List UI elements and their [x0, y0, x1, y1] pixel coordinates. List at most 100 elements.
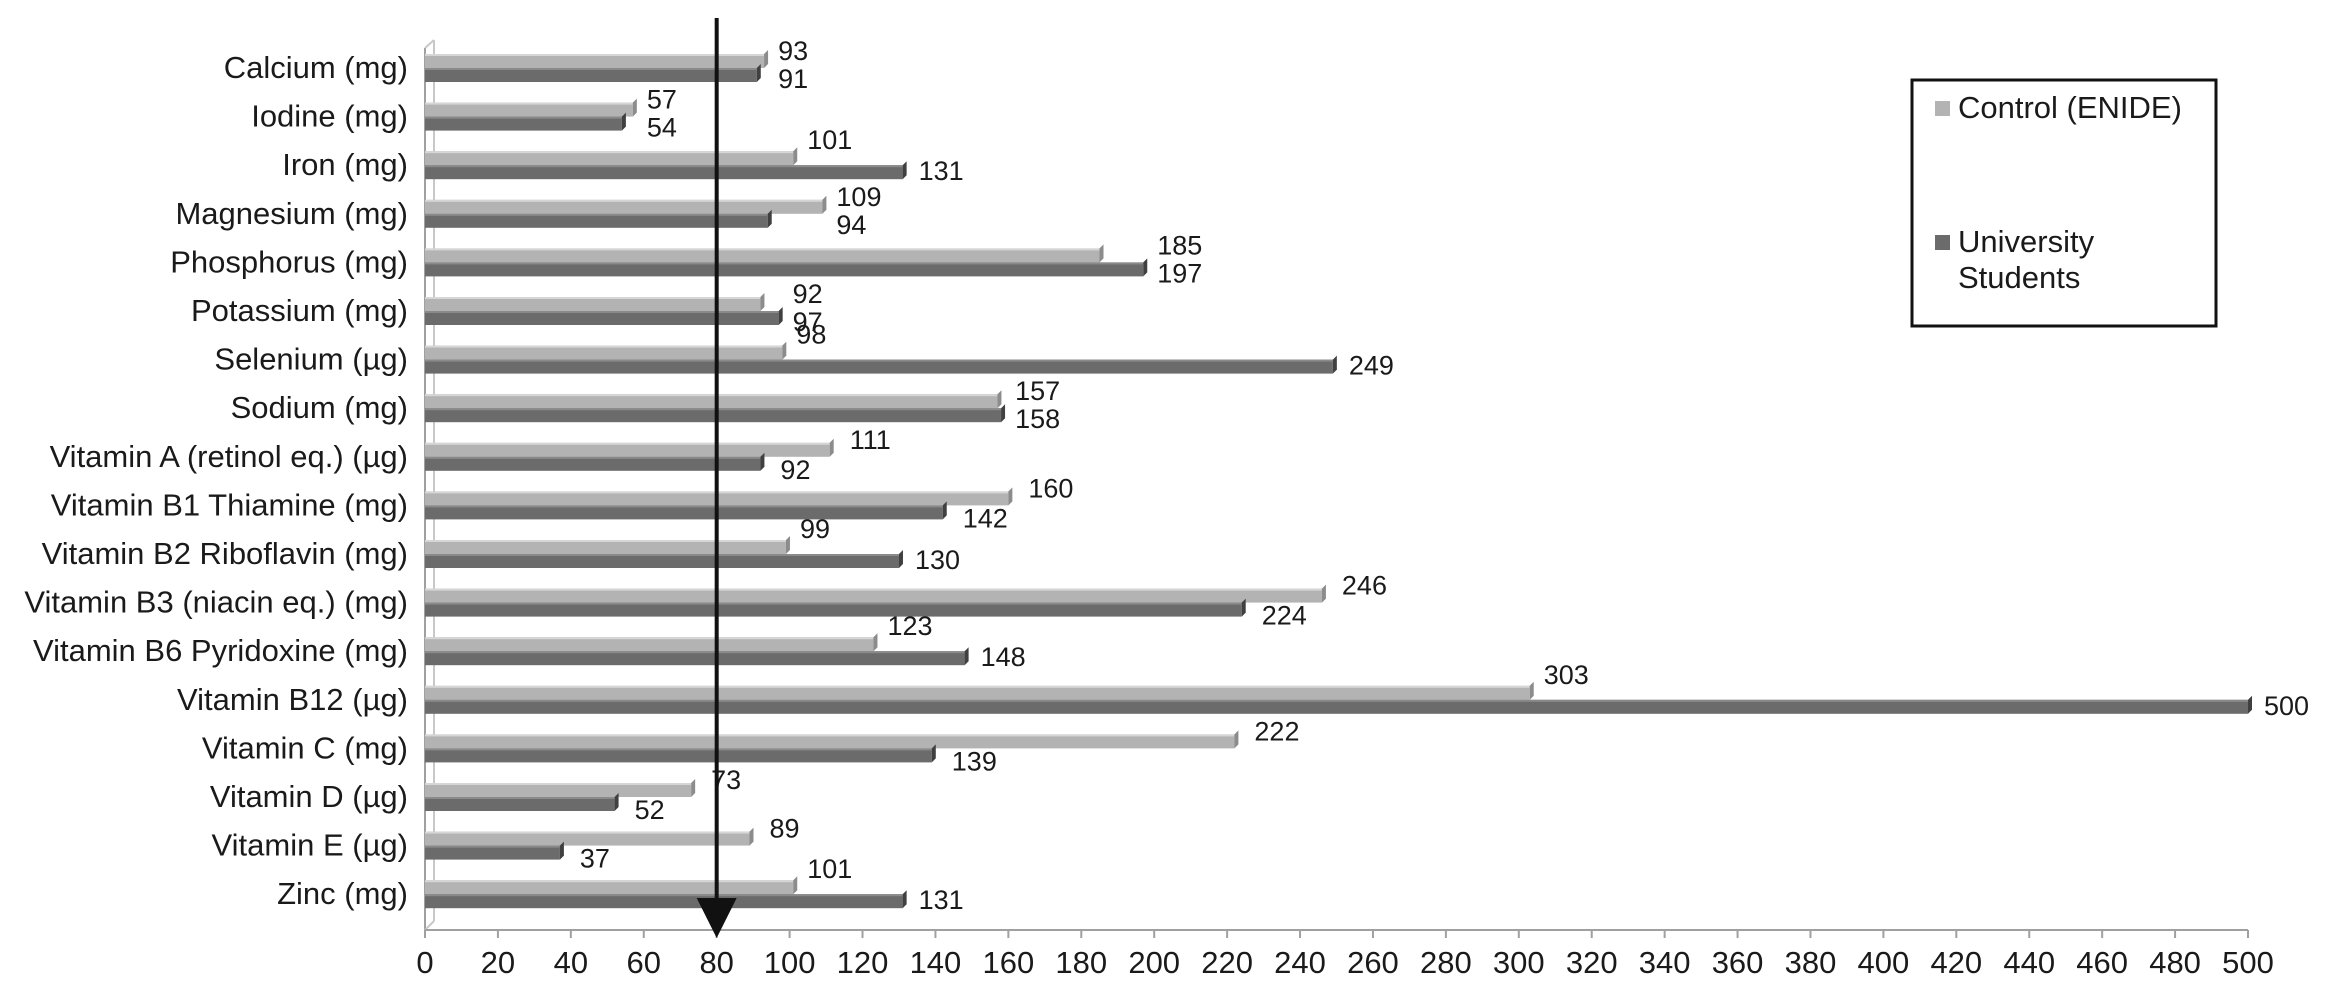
bar-face-students — [425, 797, 615, 811]
legend-box — [1910, 78, 2218, 328]
bar-cap-students — [964, 647, 969, 666]
category-label: Sodium (mg) — [231, 390, 408, 425]
bar-students — [425, 744, 936, 763]
category-label: Iodine (mg) — [251, 99, 408, 134]
bar-top-control — [425, 394, 998, 397]
bar-cap-students — [559, 841, 564, 860]
value-label-students: 131 — [919, 156, 964, 186]
value-label-control: 89 — [769, 814, 799, 844]
bar-students — [425, 793, 619, 811]
x-tick-label: 240 — [1274, 945, 1326, 980]
bar-cap-control — [873, 633, 878, 652]
category-label: Zinc (mg) — [277, 876, 408, 911]
bar-students — [425, 452, 765, 471]
bar-students — [425, 355, 1337, 374]
category-label: Potassium (mg) — [191, 293, 408, 328]
value-label-students: 148 — [981, 642, 1026, 672]
x-tick-label: 40 — [554, 945, 588, 980]
bar-top-control — [425, 442, 830, 445]
category-label: Selenium (µg) — [214, 342, 408, 377]
bar-cap-control — [749, 827, 754, 846]
bar-cap-control — [691, 779, 696, 797]
bar-top-students — [425, 554, 899, 556]
bar-top-students — [425, 894, 903, 897]
bar-top-control — [425, 685, 1530, 688]
value-label-students: 97 — [793, 307, 823, 337]
bar-cap-students — [1143, 258, 1148, 277]
bar-control — [425, 98, 637, 117]
bar-face-control — [425, 783, 692, 797]
category-label: Magnesium (mg) — [175, 196, 408, 231]
x-tick-label: 160 — [982, 945, 1034, 980]
bar-top-control — [425, 831, 750, 834]
bar-students — [425, 890, 907, 909]
x-tick-label: 420 — [1930, 945, 1982, 980]
category-label: Vitamin B2 Riboflavin (mg) — [42, 536, 408, 571]
bar-face-students — [425, 359, 1333, 374]
bar-students — [425, 598, 1246, 617]
bar-face-students — [425, 602, 1242, 617]
bar-face-control — [425, 880, 794, 895]
bar-face-control — [425, 685, 1530, 700]
bar-control — [425, 390, 1002, 409]
bar-top-students — [425, 68, 757, 70]
bar-control — [425, 195, 827, 214]
value-label-control: 98 — [796, 320, 826, 350]
bar-face-students — [425, 748, 932, 763]
bar-cap-control — [785, 536, 790, 554]
bar-control — [425, 633, 878, 652]
value-label-students: 94 — [836, 210, 866, 240]
bar-top-control — [425, 199, 823, 202]
bar-control — [425, 779, 696, 797]
x-tick-label: 500 — [2222, 945, 2274, 980]
bar-cap-control — [1234, 730, 1239, 749]
bar-face-students — [425, 845, 560, 860]
bar-control — [425, 876, 798, 895]
category-label: Iron (mg) — [282, 147, 408, 182]
bar-face-control — [425, 637, 874, 652]
bar-control — [425, 730, 1239, 749]
value-label-control: 93 — [778, 36, 808, 66]
bar-cap-control — [829, 438, 834, 457]
x-tick-label: 200 — [1128, 945, 1180, 980]
x-axis: 0 20 40 60 80 100 120 140 160 180 200 220 240 260 280 3… — [416, 930, 2274, 980]
bar-cap-students — [931, 744, 936, 763]
bar-control — [425, 681, 1534, 700]
bar-face-students — [425, 456, 761, 471]
bar-face-students — [425, 68, 757, 82]
category-label: Vitamin B3 (niacin eq.) (mg) — [24, 585, 408, 620]
value-label-students: 92 — [780, 455, 810, 485]
value-label-students: 52 — [635, 795, 665, 825]
bar-cap-control — [822, 195, 827, 214]
value-label-control: 111 — [850, 425, 891, 455]
bar-top-control — [425, 783, 692, 785]
x-tick-label: 300 — [1493, 945, 1545, 980]
value-label-students: 224 — [1262, 601, 1307, 631]
bar-face-control — [425, 540, 786, 554]
bar-face-students — [425, 699, 2248, 714]
bar-top-students — [425, 748, 932, 751]
value-label-control: 123 — [887, 611, 932, 641]
bar-face-control — [425, 734, 1235, 749]
bar-top-students — [425, 311, 779, 313]
bar-students — [425, 307, 783, 325]
x-tick-label: 480 — [2149, 945, 2201, 980]
bar-face-students — [425, 311, 779, 325]
bar-control — [425, 147, 798, 166]
bar-cap-control — [760, 293, 765, 311]
bar-students — [425, 209, 772, 228]
bar-face-students — [425, 213, 768, 228]
bar-top-control — [425, 540, 786, 542]
category-label: Vitamin C (mg) — [202, 730, 408, 765]
x-tick-label: 80 — [699, 945, 733, 980]
bar-face-control — [425, 248, 1100, 263]
bar-face-students — [425, 651, 965, 666]
bar-cap-control — [782, 341, 787, 360]
bar-cap-control — [793, 147, 798, 166]
category-labels: Calcium (mg) Iodine (mg) Iron (mg) Magnesiu… — [24, 50, 408, 911]
bar-cap-control — [1529, 681, 1534, 700]
x-tick-label: 280 — [1420, 945, 1472, 980]
category-label: Calcium (mg) — [224, 50, 408, 85]
value-label-students: 500 — [2264, 691, 2309, 721]
